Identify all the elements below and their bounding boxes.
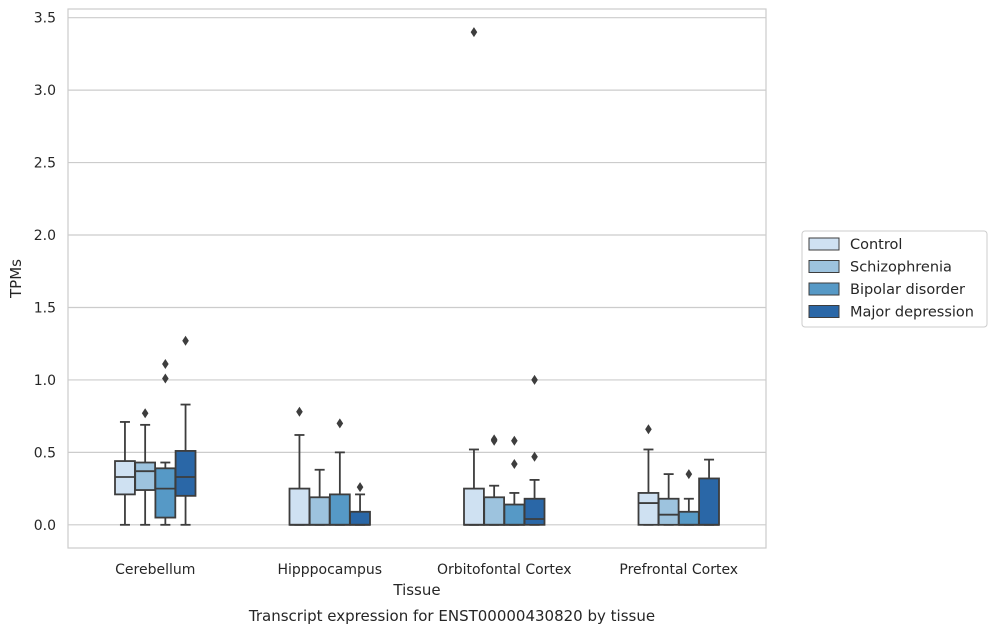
box-control xyxy=(288,406,311,526)
x-tick-label: Prefrontal Cortex xyxy=(619,562,738,578)
legend-label: Major depression xyxy=(850,305,974,321)
box-schizophrenia xyxy=(657,473,680,526)
outlier-point xyxy=(531,374,538,385)
legend-item: Control xyxy=(808,237,902,253)
box-control xyxy=(463,27,485,526)
legend-frame xyxy=(801,230,988,328)
y-tick-label: 0.5 xyxy=(34,445,56,461)
box-iqr xyxy=(678,510,700,526)
box-major-depression xyxy=(349,482,371,526)
outlier-point xyxy=(296,406,303,417)
box-iqr xyxy=(308,496,331,526)
outlier-point xyxy=(336,418,344,429)
outlier-point xyxy=(470,27,478,38)
legend-swatch xyxy=(808,237,840,251)
box-schizophrenia xyxy=(134,408,156,526)
outlier-point xyxy=(356,482,364,493)
box-iqr xyxy=(637,492,660,526)
box-control xyxy=(114,421,136,526)
box-iqr xyxy=(503,503,526,526)
y-tick-label: 3.0 xyxy=(34,83,56,99)
box-major-depression xyxy=(523,374,546,526)
x-tick-labels: Cerebellum Hipppocampus Orbitofontal Corte… xyxy=(115,562,738,578)
x-tick-label: Cerebellum xyxy=(115,562,195,578)
box-control xyxy=(637,424,660,526)
y-axis-label: TPMs xyxy=(7,259,25,299)
legend-item: Major depression xyxy=(808,305,974,321)
outlier-point xyxy=(511,435,518,446)
outlier-point xyxy=(645,424,652,435)
box-iqr xyxy=(288,487,311,526)
outlier-point xyxy=(531,451,538,462)
box-iqr xyxy=(328,493,351,526)
outlier-point xyxy=(162,358,169,369)
legend-label: Bipolar disorder xyxy=(850,282,965,298)
box-iqr xyxy=(349,510,371,526)
box-bipolar-disorder xyxy=(678,469,700,526)
box-schizophrenia xyxy=(308,468,331,526)
box-iqr xyxy=(698,477,720,526)
legend: Control Schizophrenia Bipolar disorder Majo… xyxy=(801,230,988,328)
box-schizophrenia xyxy=(483,434,506,526)
plot-frame xyxy=(67,8,767,549)
box-bipolar-disorder xyxy=(503,435,526,526)
outlier-point xyxy=(685,469,693,480)
y-tick-label: 3.5 xyxy=(34,11,56,27)
box-iqr xyxy=(174,450,197,497)
outlier-point xyxy=(511,458,518,469)
box-iqr xyxy=(483,496,506,526)
outlier-point xyxy=(141,408,149,419)
box-bipolar-disorder xyxy=(328,418,351,526)
box-major-depression xyxy=(174,335,197,526)
outlier-point xyxy=(162,373,169,384)
legend-swatch xyxy=(808,260,840,273)
x-tick-label: Hipppocampus xyxy=(277,562,382,578)
legend-item: Bipolar disorder xyxy=(808,282,965,298)
box-iqr xyxy=(154,467,177,519)
legend-label: Schizophrenia xyxy=(850,260,952,276)
chart-caption: Transcript expression for ENST0000043082… xyxy=(248,607,655,625)
y-tick-label: 2.5 xyxy=(34,156,56,172)
y-tick-label: 2.0 xyxy=(34,228,56,244)
y-tick-label: 1.5 xyxy=(34,300,56,316)
y-tick-label: 0.0 xyxy=(34,518,56,534)
x-tick-label: Orbitofontal Cortex xyxy=(437,562,572,578)
box-iqr xyxy=(134,461,156,491)
gridlines xyxy=(68,17,766,526)
outlier-point xyxy=(182,335,189,346)
box-iqr xyxy=(657,497,680,526)
box-iqr xyxy=(523,497,546,526)
legend-swatch xyxy=(808,282,840,296)
x-axis-label: Tissue xyxy=(392,581,440,599)
box-major-depression xyxy=(698,458,720,526)
box-marks xyxy=(114,27,720,526)
y-tick-label: 1.0 xyxy=(34,373,56,389)
outlier-point xyxy=(490,434,498,445)
y-tick-labels: 0.0 0.5 1.0 1.5 2.0 2.5 3.0 3.5 xyxy=(34,11,56,534)
legend-item: Schizophrenia xyxy=(808,260,952,276)
legend-label: Control xyxy=(850,237,902,253)
legend-swatch xyxy=(808,305,840,318)
box-iqr xyxy=(463,487,485,526)
box-bipolar-disorder xyxy=(154,358,177,526)
